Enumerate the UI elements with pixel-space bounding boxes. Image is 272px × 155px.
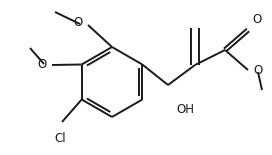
Text: O: O [253, 64, 262, 77]
Text: O: O [38, 58, 47, 71]
Text: OH: OH [176, 103, 194, 116]
Text: O: O [252, 13, 261, 26]
Text: O: O [74, 16, 83, 29]
Text: Cl: Cl [54, 132, 66, 145]
